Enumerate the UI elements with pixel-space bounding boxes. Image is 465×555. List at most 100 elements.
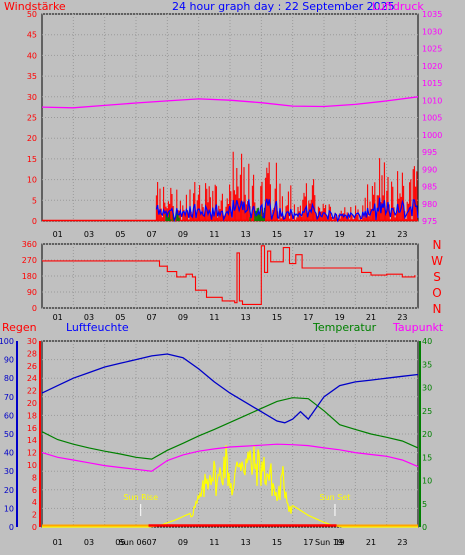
regen-tick: 8 <box>32 473 37 482</box>
compass-label: S <box>433 270 441 284</box>
luftfeuchte-tick: 70 <box>4 393 14 402</box>
solar-line <box>42 445 418 528</box>
direction-hour-tick: 19 <box>335 313 345 322</box>
wind-hour-tick: 07 <box>147 230 157 239</box>
luftdruck-label: Luftdruck <box>372 0 424 13</box>
luftfeuchte-tick: 100 <box>0 337 14 346</box>
temperatur-tick: 20 <box>422 430 432 439</box>
windstaerke-label: Windstärke <box>4 0 66 13</box>
humidity-hour-tick: 19 <box>335 538 345 547</box>
temperatur-tick: 15 <box>422 453 432 462</box>
humidity-hour-tick: 01 <box>53 538 63 547</box>
regen-tick: 24 <box>27 374 37 383</box>
sun-set-label: Sun Set <box>320 493 351 502</box>
temperatur-tick: 0 <box>422 523 427 532</box>
direction-tick: 0 <box>32 304 37 313</box>
temperatur-line <box>41 397 419 460</box>
humidity-hour-tick: 13 <box>241 538 251 547</box>
wind-direction-line <box>42 245 416 305</box>
humidity-hour-tick: 09 <box>178 538 188 547</box>
direction-hour-tick: 23 <box>397 313 407 322</box>
taupunkt-label: Taupunkt <box>392 321 444 334</box>
luftfeuchte-tick: 0 <box>9 523 14 532</box>
humidity-hour-tick: 15 <box>272 538 282 547</box>
regen-tick: 30 <box>27 337 37 346</box>
luftdruck-tick: 1020 <box>422 62 442 71</box>
graph-title: 24 hour graph day : 22 September 2025 <box>172 0 395 13</box>
temperatur-tick: 5 <box>422 500 427 509</box>
luftfeuchte-tick: 50 <box>4 430 14 439</box>
luftdruck-tick: 1030 <box>422 27 442 36</box>
temperatur-tick: 30 <box>422 384 432 393</box>
luftfeuchte-line <box>41 353 419 424</box>
regen-tick: 2 <box>32 511 37 520</box>
direction-hour-tick: 15 <box>272 313 282 322</box>
direction-tick: 180 <box>22 272 37 281</box>
regen-label: Regen <box>2 321 37 334</box>
windstaerke-tick: 10 <box>27 176 37 185</box>
sun-set-time: Sun 19 <box>315 538 343 547</box>
regen-tick: 22 <box>27 387 37 396</box>
humidity-hour-tick: 17 <box>303 538 313 547</box>
luftfeuchte-tick: 90 <box>4 356 14 365</box>
direction-hour-tick: 13 <box>241 313 251 322</box>
windstaerke-tick: 25 <box>27 114 37 123</box>
humidity-hour-tick: 05 <box>115 538 125 547</box>
regen-tick: 0 <box>32 523 37 532</box>
luftdruck-tick: 1005 <box>422 114 442 123</box>
regen-tick: 10 <box>27 461 37 470</box>
luftdruck-tick: 980 <box>422 200 437 209</box>
windstaerke-tick: 45 <box>27 31 37 40</box>
compass-label: N <box>433 238 442 252</box>
wind-hour-tick: 15 <box>272 230 282 239</box>
humidity-hour-tick: 23 <box>397 538 407 547</box>
direction-hour-tick: 05 <box>115 313 125 322</box>
direction-hour-tick: 17 <box>303 313 313 322</box>
direction-tick: 360 <box>22 240 37 249</box>
wind-hour-tick: 05 <box>115 230 125 239</box>
wind-hour-tick: 11 <box>209 230 219 239</box>
direction-hour-tick: 11 <box>209 313 219 322</box>
compass-label: O <box>432 286 441 300</box>
direction-hour-tick: 09 <box>178 313 188 322</box>
temperatur-tick: 40 <box>422 337 432 346</box>
temperatur-label: Temperatur <box>312 321 377 334</box>
wind-average-line <box>155 197 419 223</box>
humidity-hour-tick: 07 <box>147 538 157 547</box>
luftfeuchte-tick: 40 <box>4 449 14 458</box>
luftdruck-tick: 1010 <box>422 96 442 105</box>
luftdruck-tick: 990 <box>422 165 437 174</box>
direction-hour-tick: 07 <box>147 313 157 322</box>
windstaerke-tick: 5 <box>32 196 37 205</box>
direction-hour-tick: 21 <box>366 313 376 322</box>
luftdruck-tick: 995 <box>422 148 437 157</box>
taupunkt-line <box>41 443 419 472</box>
direction-hour-tick: 01 <box>53 313 63 322</box>
luftdruck-tick: 1015 <box>422 79 442 88</box>
wind-hour-tick: 09 <box>178 230 188 239</box>
temperatur-tick: 10 <box>422 477 432 486</box>
compass-label: N <box>433 302 442 316</box>
luftfeuchte-tick: 60 <box>4 411 14 420</box>
humidity-hour-tick: 11 <box>209 538 219 547</box>
regen-tick: 4 <box>32 498 37 507</box>
luftdruck-tick: 975 <box>422 217 437 226</box>
regen-tick: 14 <box>27 436 37 445</box>
luftdruck-tick: 1035 <box>422 10 442 19</box>
luftfeuchte-tick: 30 <box>4 467 14 476</box>
direction-tick: 270 <box>22 256 37 265</box>
regen-tick: 26 <box>27 362 37 371</box>
wind-hour-tick: 19 <box>335 230 345 239</box>
luftdruck-line <box>41 96 419 109</box>
luftfeuchte-label: Luftfeuchte <box>66 321 129 334</box>
wind-hour-tick: 03 <box>84 230 94 239</box>
temperatur-tick: 25 <box>422 407 432 416</box>
windstaerke-tick: 15 <box>27 155 37 164</box>
luftdruck-tick: 1000 <box>422 131 442 140</box>
humidity-hour-tick: 03 <box>84 538 94 547</box>
regen-tick: 12 <box>27 449 37 458</box>
wind-hour-tick: 01 <box>53 230 63 239</box>
sun-rise-time: Sun 06 <box>119 538 147 547</box>
luftdruck-tick: 985 <box>422 183 437 192</box>
